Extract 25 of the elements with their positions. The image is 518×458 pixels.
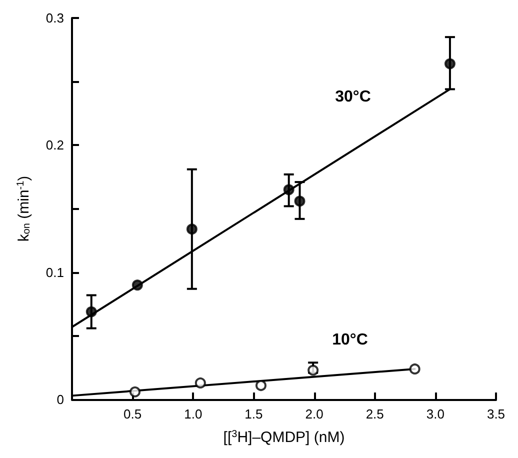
point [186, 224, 198, 235]
annotation: 30°C [335, 88, 372, 106]
x-tick-label: 1.5 [244, 406, 263, 422]
point [444, 58, 456, 70]
y-axis-title: kon (min-1) [16, 176, 32, 242]
point [294, 196, 306, 207]
point [255, 380, 266, 392]
y-tick-label: 0.2 [46, 138, 64, 153]
x-tick-label: 3.0 [426, 406, 444, 422]
point [194, 377, 206, 388]
annotation: 10°C [332, 332, 368, 348]
point [308, 364, 319, 376]
y-tick-label: 0 [56, 392, 64, 407]
x-tick-label: 2.0 [305, 406, 324, 422]
x-tick-label: 3.5 [486, 406, 506, 422]
point [409, 363, 420, 374]
y-tick-label: 0.1 [46, 264, 64, 280]
x-tick-label: 2.5 [366, 406, 384, 422]
point [86, 306, 97, 318]
point [132, 280, 143, 291]
x-tick-label: 0.5 [124, 406, 142, 422]
y-tick-label: 0.3 [46, 10, 64, 26]
point [130, 386, 140, 398]
point [283, 184, 294, 196]
x-tick-label: 1.0 [184, 406, 202, 422]
